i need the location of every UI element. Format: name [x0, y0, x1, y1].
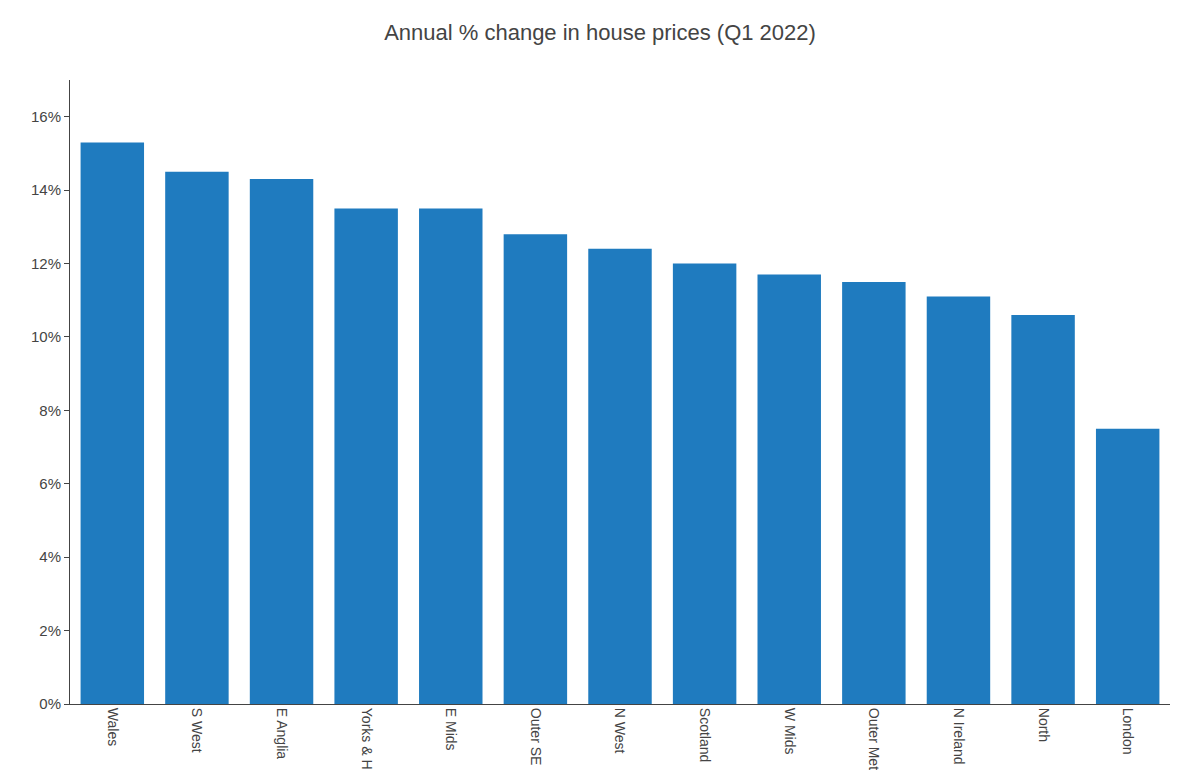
- svg-text:8%: 8%: [39, 402, 61, 419]
- svg-text:4%: 4%: [39, 548, 61, 565]
- svg-text:Yorks & H: Yorks & H: [359, 708, 375, 770]
- svg-text:E Mids: E Mids: [443, 708, 459, 751]
- svg-text:16%: 16%: [31, 108, 61, 125]
- svg-text:North: North: [1036, 708, 1052, 742]
- svg-text:14%: 14%: [31, 181, 61, 198]
- svg-text:Outer Met: Outer Met: [866, 708, 882, 770]
- svg-text:Wales: Wales: [105, 708, 121, 746]
- svg-text:E Anglia: E Anglia: [274, 708, 290, 760]
- svg-text:N Ireland: N Ireland: [951, 708, 967, 765]
- svg-text:Scotland: Scotland: [697, 708, 713, 762]
- svg-text:10%: 10%: [31, 328, 61, 345]
- svg-text:2%: 2%: [39, 622, 61, 639]
- svg-text:S West: S West: [189, 708, 205, 753]
- svg-text:Annual % change in house price: Annual % change in house prices (Q1 2022…: [384, 20, 816, 45]
- svg-text:6%: 6%: [39, 475, 61, 492]
- svg-text:0%: 0%: [39, 695, 61, 712]
- svg-text:Outer SE: Outer SE: [528, 708, 544, 766]
- svg-text:N West: N West: [612, 708, 628, 754]
- svg-text:London: London: [1120, 708, 1136, 755]
- svg-text:12%: 12%: [31, 255, 61, 272]
- svg-text:W Mids: W Mids: [782, 708, 798, 755]
